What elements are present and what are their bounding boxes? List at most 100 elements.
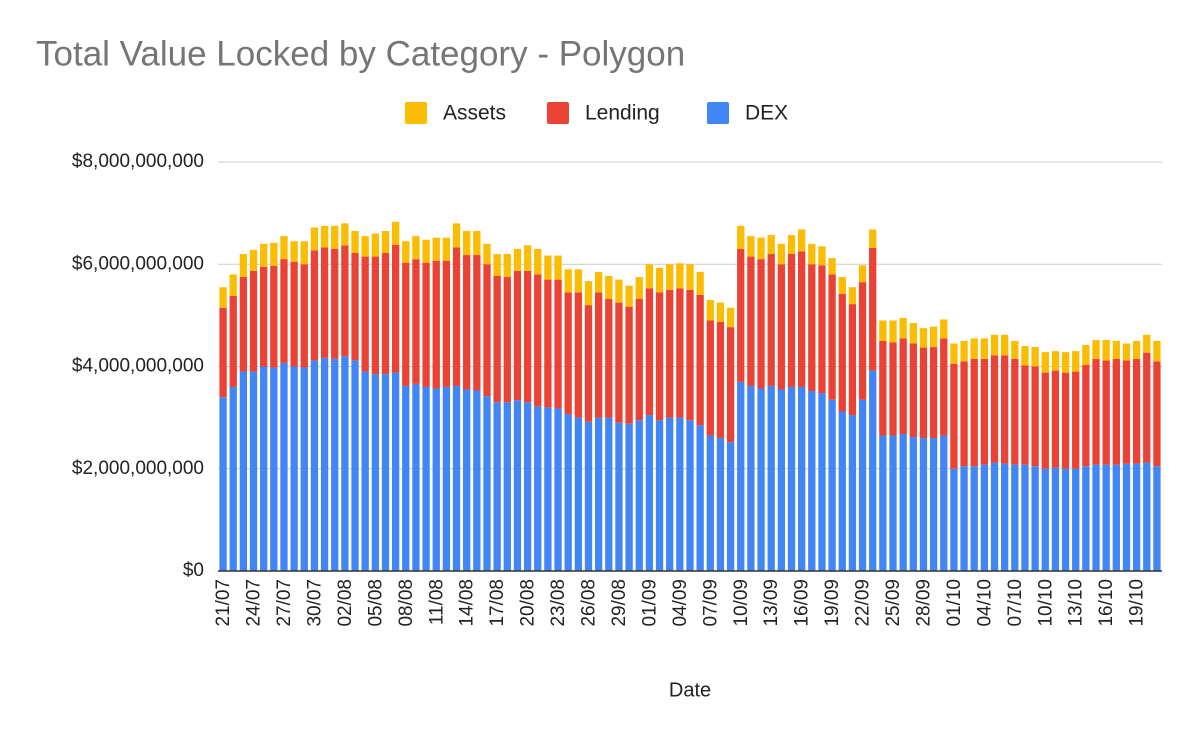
bar-segment <box>686 289 694 421</box>
bar-segment <box>808 264 816 392</box>
x-tick-label: 21/07 <box>213 579 234 627</box>
bar-segment <box>371 374 379 571</box>
bar-segment <box>737 381 745 571</box>
bar-segment <box>1061 468 1070 571</box>
bar-segment <box>503 254 511 278</box>
bar-segment <box>351 253 359 361</box>
bar-segment <box>1153 466 1161 571</box>
bar-segment <box>635 277 643 300</box>
bar-segment <box>1092 464 1100 571</box>
bar-segment <box>747 236 755 257</box>
bar-segment <box>777 264 786 390</box>
bar-segment <box>706 435 714 571</box>
bar-segment <box>402 262 410 386</box>
bar-segment <box>787 386 796 571</box>
bar-segment <box>645 264 654 289</box>
bar-segment <box>858 399 867 571</box>
bar-segment <box>869 370 877 571</box>
bar-segment <box>554 255 562 280</box>
bar-segment <box>300 367 308 571</box>
bar-segment <box>594 271 603 293</box>
bar-segment <box>402 385 410 571</box>
bar-segment <box>798 386 806 571</box>
bar-segment <box>452 385 461 571</box>
x-tick-label: 01/10 <box>944 579 965 627</box>
x-tick-label: 13/10 <box>1066 579 1087 627</box>
bar-segment <box>970 358 978 467</box>
bar-segment <box>483 243 491 265</box>
bar-segment <box>726 307 735 328</box>
bar-segment <box>625 285 633 307</box>
legend-label: Assets <box>443 102 506 125</box>
bar-segment <box>1021 464 1029 571</box>
bar-segment <box>513 270 522 401</box>
x-tick-label: 30/07 <box>304 579 325 627</box>
bar-segment <box>574 417 582 571</box>
bar-segment <box>950 468 958 571</box>
bar-segment <box>757 388 765 571</box>
bar-segment <box>838 293 846 412</box>
bar-segment <box>645 415 654 571</box>
bar-segment <box>686 264 694 290</box>
bar-segment <box>422 386 430 571</box>
x-tick-label: 17/08 <box>487 579 508 627</box>
x-tick-label: 19/10 <box>1127 579 1148 627</box>
x-tick-label: 14/08 <box>457 579 478 627</box>
bar-segment <box>523 270 532 403</box>
bar-segment <box>960 466 968 571</box>
bar-segment <box>940 338 948 436</box>
bar-segment <box>361 256 369 372</box>
bar-segment <box>1041 468 1049 571</box>
bar-segment <box>737 248 745 382</box>
bar-segment <box>950 343 958 364</box>
bar-segment <box>523 245 532 271</box>
bar-segment <box>808 391 816 571</box>
bar-segment <box>554 408 562 571</box>
x-tick-label: 04/10 <box>974 579 995 627</box>
bar-segment <box>331 358 339 571</box>
bar-segment <box>391 221 400 245</box>
bar-segment <box>300 264 308 368</box>
bar-segment <box>249 371 258 571</box>
bar-segment <box>229 295 237 387</box>
bar-segment <box>838 277 846 294</box>
bar-segment <box>1061 372 1070 469</box>
x-tick-label: 11/08 <box>426 579 447 625</box>
bar-segment <box>909 323 917 344</box>
bar-segment <box>625 423 633 571</box>
bar-segment <box>899 338 907 434</box>
bar-segment <box>909 437 917 571</box>
bar-segment <box>1082 364 1090 467</box>
x-tick-label: 16/10 <box>1096 579 1117 627</box>
bar-segment <box>1051 370 1060 468</box>
bar-segment <box>655 420 664 571</box>
bar-segment <box>432 260 440 389</box>
bar-segment <box>838 411 846 571</box>
y-tick-label: $6,000,000,000 <box>72 253 204 274</box>
bar-segment <box>341 245 349 357</box>
bar-segment <box>747 385 755 571</box>
x-tick-label: 29/08 <box>609 579 630 627</box>
bar-segment <box>889 320 897 343</box>
bar-segment <box>422 262 430 387</box>
bar-segment <box>463 389 471 571</box>
bar-segment <box>615 302 623 423</box>
bar-segment <box>1001 463 1009 571</box>
bar-segment <box>828 399 836 571</box>
bar-segment <box>869 229 877 248</box>
bar-segment <box>676 288 684 418</box>
bar-segment <box>442 386 451 571</box>
x-axis-title: Date <box>669 679 711 701</box>
bar-segment <box>970 466 978 571</box>
bar-segment <box>960 361 968 467</box>
bar-segment <box>503 277 511 403</box>
bar-segment <box>666 289 674 418</box>
bar-segment <box>828 258 836 275</box>
bar-segment <box>726 327 735 443</box>
bar-segment <box>452 247 461 386</box>
bar-segment <box>686 420 694 571</box>
x-tick-label: 05/08 <box>365 579 386 627</box>
bar-segment <box>655 267 664 293</box>
bar-segment <box>391 244 400 373</box>
bar-segment <box>351 231 359 254</box>
